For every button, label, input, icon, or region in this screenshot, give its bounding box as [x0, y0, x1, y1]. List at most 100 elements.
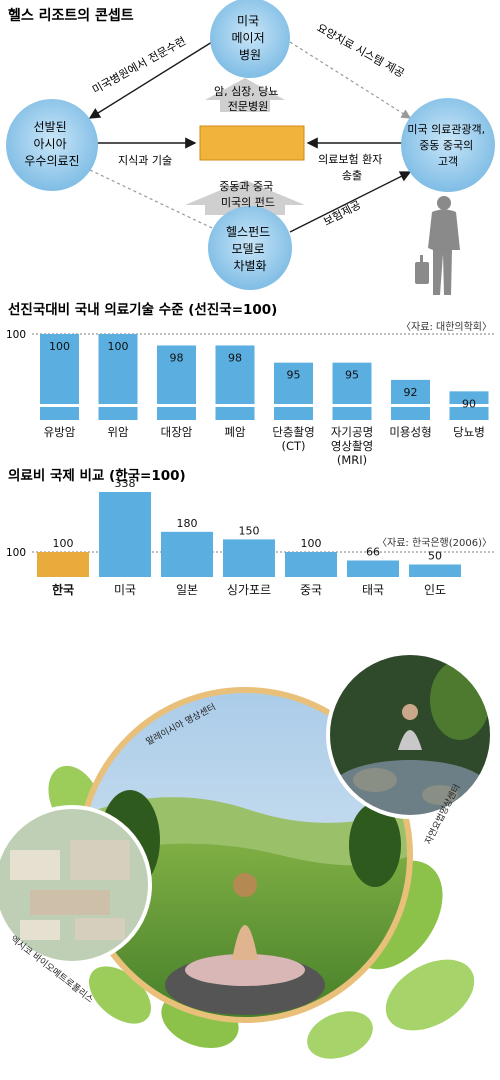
- chart1-value-label: 100: [49, 340, 70, 353]
- node-patients-line3: 고객: [438, 155, 458, 168]
- chart2-value-label: 50: [428, 550, 442, 563]
- specialty-line2: 전문병원: [228, 100, 268, 113]
- chart2-bars: 100 338 180 150 100 66 50: [37, 477, 461, 577]
- chart1-value-label: 98: [228, 351, 242, 364]
- chart1-category-labels: 유방암 위암 대장암 폐암 단층촬영 (CT) 자기공명 영상촬영 (MRI) 미용성형 당뇨병: [44, 425, 485, 467]
- chart2-category-labels: 한국 미국 일본 싱가포르 중국 태국 인도: [52, 582, 446, 597]
- traveler-silhouette: [415, 196, 460, 295]
- node-asia-team: [6, 99, 98, 191]
- chart1-category-label: 위암: [107, 425, 129, 439]
- node-patients-line1: 미국 의료관광객,: [407, 123, 485, 136]
- chart2-bar: [347, 560, 399, 577]
- chart1-bar: [157, 345, 196, 420]
- knowledge-label: 지식과 기술: [118, 154, 172, 167]
- chart2-category-label: 일본: [176, 583, 198, 597]
- chart1-svg: 선진국대비 국내 의료기술 수준 (선진국=100) 〈자료: 대한의학회〉 1…: [6, 301, 496, 467]
- insurance-label: 보험제공: [321, 198, 363, 228]
- chart1-bar-break: [157, 404, 196, 407]
- chart2-category-label: 싱가포르: [227, 583, 271, 597]
- node-fund: [208, 206, 292, 290]
- node-fund-line3: 차별화: [233, 259, 266, 273]
- svg-text:의료보험 환자 송출: 의료보험 환자 송출: [318, 153, 386, 182]
- left-photo-frame: [0, 805, 152, 965]
- funds-line2: 미국의 펀드: [221, 196, 275, 209]
- chart1-ref-label: 100: [6, 329, 26, 341]
- training-arrow: [88, 41, 213, 119]
- chart1-bar: [274, 362, 313, 420]
- insurance-arrow: [289, 171, 412, 233]
- node-fund-line2: 모델로: [232, 242, 265, 256]
- up-gray-arrow: [185, 180, 305, 215]
- chart2-bar: [37, 552, 89, 577]
- chart1-category-label: 폐암: [224, 425, 246, 439]
- chart1-value-label: 98: [170, 351, 184, 364]
- chart1-bar: [332, 362, 372, 420]
- svg-text:미국 메이저 병원: 미국 메이저 병원: [232, 14, 269, 62]
- chart1-bar-break: [98, 404, 138, 407]
- right-photo-frame: [326, 651, 494, 819]
- chart1-bar-break: [332, 404, 372, 407]
- chart1-bars: 100 100 98 98 95 95 92 90: [40, 334, 489, 420]
- chart2-bar: [409, 564, 461, 577]
- chart1-value-label: 95: [287, 369, 301, 382]
- node-patients: [401, 98, 495, 192]
- concept-title: 헬스 리조트의 콘셉트: [8, 7, 134, 24]
- chart1-bar-break: [449, 404, 489, 407]
- node-us-hospital-line3: 병원: [239, 48, 261, 62]
- chart1-category-label: 단층촬영 (CT): [272, 425, 314, 453]
- chart2-bar: [285, 552, 337, 577]
- chart2-value-label: 100: [53, 537, 74, 550]
- chart1-bar-break: [274, 404, 313, 407]
- chart2-ref-label: 100: [6, 547, 26, 559]
- chart2-bar: [161, 531, 213, 577]
- chart2-value-label: 180: [177, 517, 198, 530]
- node-patients-line2: 중동 중국의: [419, 139, 473, 152]
- chart1-value-label: 92: [404, 386, 418, 399]
- chart1-value-label: 90: [462, 397, 476, 410]
- funds-line1: 중동과 중국: [219, 180, 273, 193]
- svg-text:헬스펀드 모델로 차별화: 헬스펀드 모델로 차별화: [226, 225, 274, 273]
- svg-text:선발된 아시아 우수의료진: 선발된 아시아 우수의료진: [24, 120, 79, 168]
- svg-text:중동과 중국 미국의 펀드: 중동과 중국 미국의 펀드: [219, 180, 277, 209]
- node-fund-line1: 헬스펀드: [226, 225, 270, 239]
- chart1-bar-break: [215, 404, 255, 407]
- center-box: [199, 125, 305, 161]
- chart2-value-label: 338: [115, 477, 136, 490]
- fund-asia-line: [89, 169, 213, 229]
- chart1-title: 선진국대비 국내 의료기술 수준 (선진국=100): [8, 301, 277, 318]
- chart2-bar: [223, 539, 275, 577]
- node-us-hospital-line1: 미국: [237, 14, 259, 28]
- down-gray-arrow: [205, 78, 285, 112]
- chart2-value-label: 66: [366, 546, 380, 559]
- node-us-hospital: [210, 0, 290, 78]
- photo-collage: 말레이시아 명상센터 자연요법명상센터 엑시코 바이오메트로폴리스: [0, 651, 494, 1059]
- chart1-bar: [391, 379, 430, 420]
- chart2-category-label: 미국: [114, 583, 136, 597]
- concept-diagram: 헬스 리조트의 콘셉트 미국 메이저 병원 선발된 아시아 우수의료진 미국 의…: [6, 0, 495, 295]
- node-asia-line2: 아시아: [34, 137, 67, 151]
- chart2-title: 의료비 국제 비교 (한국=100): [8, 467, 186, 484]
- chart1-source: 〈자료: 대한의학회〉: [401, 321, 492, 333]
- chart2-value-label: 100: [301, 537, 322, 550]
- chart2-category-label: 중국: [300, 583, 322, 597]
- chart2-source: 〈자료: 한국은행(2006)〉: [377, 537, 492, 549]
- care-system-line: [289, 41, 412, 119]
- insurance-send-line2: 송출: [342, 169, 362, 182]
- chart2-value-label: 150: [239, 524, 260, 537]
- chart1-bar-break: [391, 404, 430, 407]
- chart1-value-label: 100: [108, 340, 129, 353]
- chart1-category-label: 대장암: [161, 425, 193, 439]
- specialty-line1: 암, 심장, 당뇨: [214, 85, 279, 98]
- chart1-category-label: 자기공명 영상촬영 (MRI): [331, 425, 373, 467]
- chart1-value-label: 95: [345, 369, 359, 382]
- node-us-hospital-line2: 메이저: [232, 31, 265, 45]
- chart1-category-label: 유방암: [44, 425, 76, 439]
- chart2-svg: 의료비 국제 비교 (한국=100) 〈자료: 한국은행(2006)〉 100 …: [6, 467, 496, 597]
- care-system-label: 요양치료 시스템 제공: [315, 21, 407, 80]
- chart1-category-label: 미용성형: [389, 425, 431, 439]
- chart2-category-label: 인도: [424, 583, 446, 597]
- node-asia-line3: 우수의료진: [24, 154, 79, 168]
- node-asia-line1: 선발된: [34, 120, 67, 134]
- chart1-bar-break: [40, 404, 79, 407]
- left-photo-complex: [0, 807, 150, 963]
